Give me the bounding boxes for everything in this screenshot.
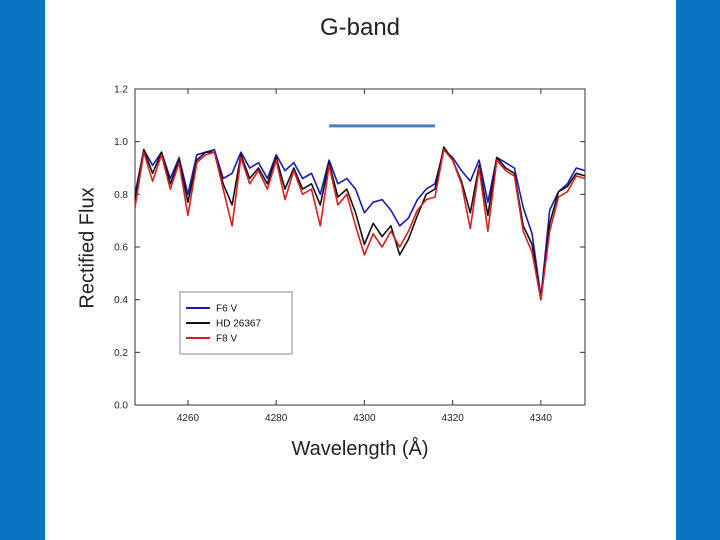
- right-accent-bar: [676, 0, 720, 540]
- legend-label: F8 V: [216, 334, 237, 345]
- y-tick-label: 0.0: [114, 401, 128, 412]
- plot-area-frame: [134, 88, 586, 406]
- x-axis-label: Wavelength (Å): [291, 438, 429, 460]
- y-tick-label: 0.6: [114, 243, 128, 254]
- left-accent-bar: [0, 0, 45, 540]
- legend-label: F6 V: [216, 304, 237, 315]
- y-tick-label: 1.0: [114, 137, 128, 148]
- y-tick-label: 0.8: [114, 190, 128, 201]
- series-line-2: [134, 148, 586, 301]
- y-tick-label: 0.4: [114, 295, 128, 306]
- series-line-1: [134, 146, 586, 301]
- chart-title: G-band: [319, 14, 401, 41]
- series-line-0: [134, 148, 586, 298]
- x-tick-label: 4300: [353, 413, 376, 424]
- x-tick-label: 4260: [177, 413, 200, 424]
- legend-label: HD 26367: [216, 319, 261, 330]
- y-tick-label: 0.2: [114, 348, 128, 359]
- x-tick-label: 4320: [442, 413, 465, 424]
- y-tick-label: 1.2: [114, 85, 128, 96]
- x-tick-label: 4280: [265, 413, 288, 424]
- x-tick-label: 4340: [530, 413, 553, 424]
